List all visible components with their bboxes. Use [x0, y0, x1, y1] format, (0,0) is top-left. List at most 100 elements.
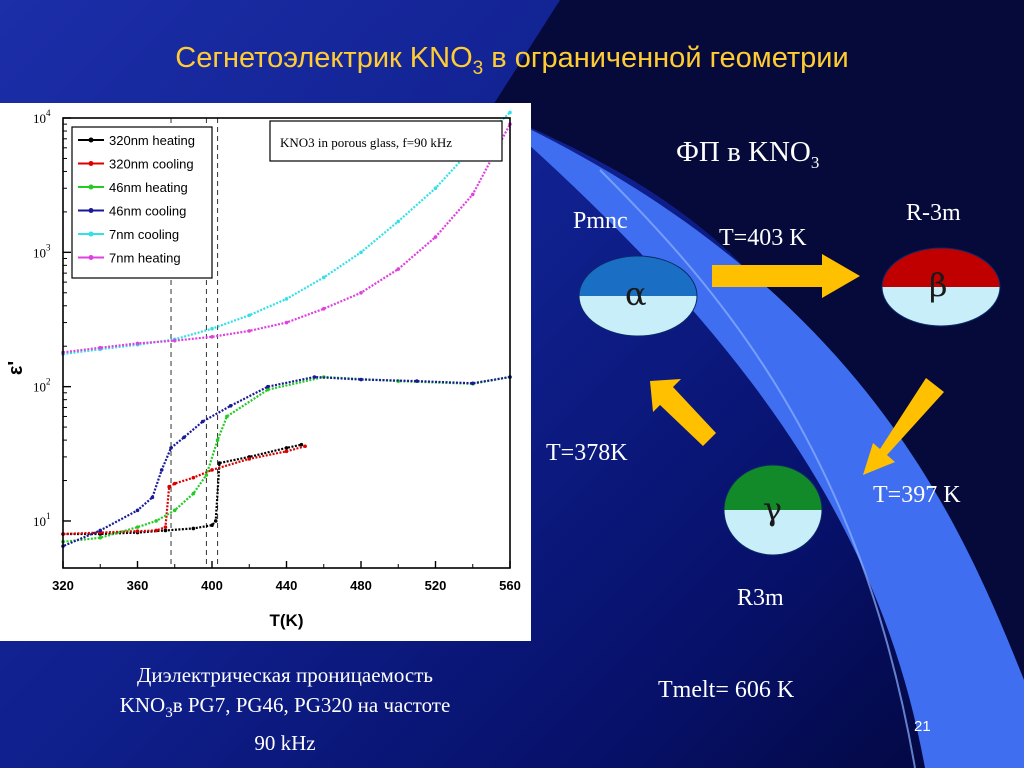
data-point [215, 438, 220, 442]
data-point [191, 491, 196, 496]
data-point [167, 484, 171, 489]
arrow-beta-to-gamma [863, 378, 944, 475]
gamma-symbol: γ [763, 490, 783, 528]
data-point [266, 384, 270, 389]
legend-entry: 7nm heating [109, 251, 181, 266]
legend-entry: 320nm heating [109, 133, 195, 148]
data-point [150, 495, 155, 500]
y-axis-label: ε' [5, 361, 27, 375]
x-axis-label: T(K) [270, 611, 304, 630]
data-point [312, 375, 317, 379]
data-point [135, 529, 140, 533]
data-point [321, 306, 326, 311]
transition-beta-gamma-label: T=397 K [873, 482, 961, 508]
data-point [135, 525, 140, 529]
data-point [321, 275, 326, 280]
data-point [210, 326, 214, 331]
beta-space-group: R-3m [906, 200, 961, 226]
data-point [98, 345, 103, 350]
y-tick-label: 101 [33, 511, 51, 529]
alpha-symbol: α [625, 275, 647, 313]
phase-diagram-header: ФП в KNO3 [676, 136, 820, 172]
data-point [163, 525, 168, 529]
data-point [213, 519, 218, 523]
data-point [396, 267, 401, 271]
x-tick-label: 480 [350, 578, 372, 593]
data-point [284, 320, 289, 325]
legend-entry: 46nm heating [109, 180, 188, 195]
data-point [284, 449, 289, 454]
data-point [247, 457, 252, 461]
data-point [182, 435, 186, 440]
data-point [200, 419, 205, 424]
data-point [247, 329, 252, 333]
data-point [303, 444, 307, 449]
data-point [284, 446, 289, 450]
legend-marker [88, 161, 94, 166]
arrow-alpha-to-beta [712, 254, 860, 298]
annotation-box [269, 120, 503, 162]
data-point [359, 377, 363, 382]
transition-alpha-beta-label: T=403 K [719, 225, 807, 251]
series-line [62, 375, 511, 548]
data-point [284, 297, 289, 301]
data-point [470, 381, 475, 386]
legend-entry: 7nm cooling [109, 227, 179, 242]
legend-marker [88, 208, 94, 213]
beta-symbol: β [929, 266, 948, 304]
legend-entry: 46nm cooling [109, 204, 186, 219]
series-line [62, 375, 511, 543]
data-point [163, 528, 168, 533]
data-point [135, 508, 140, 513]
data-point [172, 338, 177, 343]
legend-marker [88, 231, 94, 237]
y-tick-label: 102 [33, 377, 51, 395]
data-point [433, 235, 438, 239]
page-number: 21 [914, 718, 931, 735]
data-point [433, 186, 438, 191]
data-point [159, 468, 164, 472]
data-point [98, 528, 103, 533]
x-tick-label: 440 [276, 578, 298, 593]
data-point [154, 519, 158, 523]
legend-marker [88, 184, 94, 190]
data-point [98, 535, 103, 540]
alpha-space-group: Pmnc [573, 208, 628, 234]
data-point [210, 468, 214, 472]
data-point [396, 219, 401, 224]
data-point [225, 414, 229, 419]
data-point [299, 442, 304, 447]
data-point [359, 250, 363, 255]
melting-temperature-label: Tmelt= 606 K [658, 677, 795, 703]
data-point [470, 192, 475, 197]
legend-box [71, 126, 213, 279]
gamma-space-group: R3m [737, 585, 784, 611]
legend-marker [88, 255, 94, 260]
data-point [191, 526, 196, 531]
data-point [217, 461, 222, 465]
slide-title: Сегнетоэлектрик KNO3 в ограниченной геом… [175, 42, 849, 79]
data-point [172, 508, 177, 513]
data-point [135, 341, 140, 346]
dielectric-chart: 320 360 400 440 480 520 560101102103104T(K)ε' … [5, 108, 521, 630]
transition-gamma-alpha-label: T=378K [546, 440, 628, 466]
data-point [266, 387, 270, 392]
data-point [228, 404, 233, 408]
series-line [63, 443, 302, 536]
data-point [172, 481, 177, 486]
series-line [62, 445, 306, 536]
x-tick-label: 520 [425, 578, 447, 593]
data-point [508, 110, 512, 115]
data-point [415, 379, 419, 383]
y-tick-label: 104 [33, 108, 51, 126]
x-tick-label: 400 [201, 578, 223, 593]
data-point [210, 523, 214, 528]
y-tick-label: 103 [33, 242, 51, 260]
chart-annotation: KNO3 in porous glass, f=90 kHz [280, 135, 452, 150]
data-point [191, 475, 196, 480]
data-point [210, 335, 214, 339]
legend-marker [88, 137, 94, 143]
x-tick-label: 320 [52, 578, 74, 593]
